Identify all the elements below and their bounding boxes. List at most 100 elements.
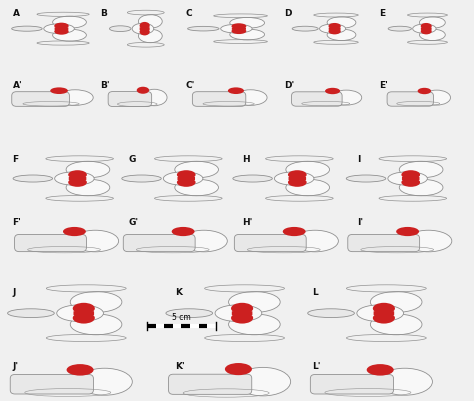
Ellipse shape [139,28,150,35]
Text: I': I' [357,219,364,227]
Text: I: I [357,154,361,164]
Text: G': G' [128,219,138,227]
Ellipse shape [370,314,422,335]
Ellipse shape [63,227,86,236]
FancyBboxPatch shape [140,27,150,30]
Ellipse shape [54,28,69,35]
Ellipse shape [325,88,340,94]
Ellipse shape [292,230,338,252]
Ellipse shape [177,170,196,179]
Text: J': J' [12,363,18,371]
FancyBboxPatch shape [169,374,252,394]
Text: D: D [284,9,292,18]
Text: J: J [12,288,16,298]
Ellipse shape [70,292,122,312]
Text: E: E [379,9,385,18]
Ellipse shape [138,29,162,43]
Ellipse shape [377,368,432,395]
Ellipse shape [388,26,411,31]
Ellipse shape [413,24,436,33]
Text: D': D' [284,81,294,89]
Ellipse shape [215,305,262,322]
Ellipse shape [13,175,53,182]
Ellipse shape [228,87,244,94]
Text: G: G [128,154,136,164]
Ellipse shape [109,26,131,32]
Ellipse shape [357,305,403,322]
FancyBboxPatch shape [234,235,306,252]
Ellipse shape [73,303,95,314]
Ellipse shape [283,227,306,236]
FancyBboxPatch shape [289,177,306,180]
Ellipse shape [53,29,86,41]
Ellipse shape [286,179,329,196]
Ellipse shape [72,230,118,252]
Ellipse shape [292,26,318,31]
Ellipse shape [421,28,432,34]
Ellipse shape [288,178,307,187]
Text: C: C [185,9,191,18]
Text: K': K' [175,363,185,371]
Ellipse shape [401,170,420,179]
Ellipse shape [231,303,253,314]
Ellipse shape [57,305,103,322]
Ellipse shape [139,22,150,29]
Ellipse shape [231,28,246,34]
Ellipse shape [419,29,445,41]
Ellipse shape [399,179,443,196]
FancyBboxPatch shape [387,92,433,106]
Ellipse shape [132,23,154,34]
Text: A': A' [12,81,22,89]
Ellipse shape [405,230,452,252]
Ellipse shape [274,172,314,185]
Ellipse shape [73,312,95,324]
Ellipse shape [137,87,149,94]
Ellipse shape [66,364,93,376]
Ellipse shape [54,22,69,29]
FancyBboxPatch shape [292,92,342,106]
Ellipse shape [225,363,252,375]
Ellipse shape [70,314,122,335]
Ellipse shape [142,89,167,106]
Ellipse shape [328,28,341,34]
FancyBboxPatch shape [12,92,69,106]
Ellipse shape [230,18,264,28]
FancyBboxPatch shape [348,235,419,252]
Ellipse shape [66,161,110,178]
Ellipse shape [234,90,267,105]
Ellipse shape [172,227,194,236]
FancyBboxPatch shape [402,177,419,180]
Ellipse shape [418,88,431,94]
FancyBboxPatch shape [192,92,246,106]
Text: E': E' [379,81,388,89]
Ellipse shape [370,292,422,312]
Ellipse shape [12,26,42,31]
Text: C': C' [185,81,194,89]
Ellipse shape [68,170,87,179]
Ellipse shape [221,24,252,33]
FancyBboxPatch shape [10,375,93,394]
Text: H': H' [242,219,252,227]
Ellipse shape [177,178,196,187]
Text: H: H [242,154,249,164]
Ellipse shape [233,175,273,182]
FancyBboxPatch shape [15,235,86,252]
FancyBboxPatch shape [232,27,246,30]
FancyBboxPatch shape [374,311,394,315]
FancyBboxPatch shape [421,27,432,30]
Text: L': L' [313,363,321,371]
Ellipse shape [66,179,110,196]
FancyBboxPatch shape [177,177,195,180]
Ellipse shape [401,178,420,187]
Text: 5 cm: 5 cm [173,313,191,322]
Ellipse shape [308,309,355,318]
Ellipse shape [421,23,432,29]
Ellipse shape [373,312,395,324]
FancyBboxPatch shape [55,27,68,30]
Ellipse shape [419,17,445,28]
Text: B': B' [100,81,109,89]
Ellipse shape [44,24,74,34]
FancyBboxPatch shape [69,177,86,180]
Text: A: A [12,9,19,18]
Ellipse shape [53,16,86,28]
